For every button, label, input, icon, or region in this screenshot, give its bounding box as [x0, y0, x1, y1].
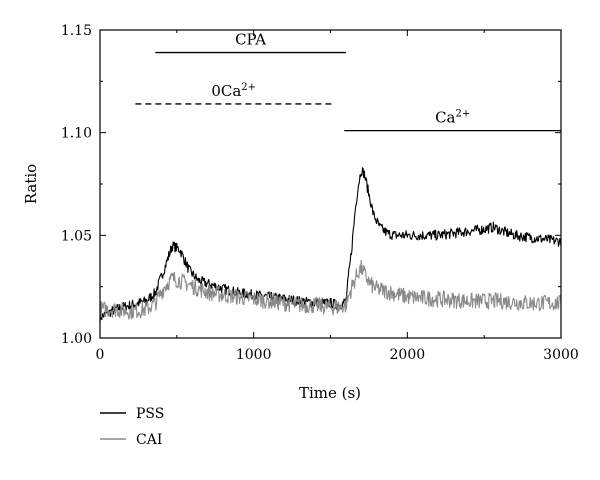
- annotation-label-ca: Ca2+: [435, 109, 470, 127]
- y-tick-label: 1.15: [61, 23, 92, 39]
- legend-label-cai: CAI: [136, 432, 162, 448]
- plot-frame: [99, 29, 562, 339]
- annotation-label-cpa: CPA: [235, 31, 266, 49]
- x-tick-label: 3000: [543, 347, 579, 363]
- series-line-cai: [99, 259, 562, 320]
- legend: PSS CAI: [100, 406, 164, 448]
- axes-layer: [99, 29, 562, 339]
- series-line-pss: [99, 167, 562, 323]
- ticks-layer: 0 1000 2000 3000 1.00 1.05 1.10 1.15: [61, 23, 579, 363]
- x-tick-label: 0: [96, 347, 105, 363]
- y-tick-label: 1.10: [61, 126, 92, 142]
- y-tick-label: 1.05: [61, 228, 92, 244]
- y-tick-label: 1.00: [61, 331, 92, 347]
- x-tick-label: 1000: [236, 347, 272, 363]
- annotation-layer: CPA 0Ca2+ Ca2+: [135, 31, 561, 132]
- series-layer: [99, 167, 562, 323]
- x-axis-title: Time (s): [299, 384, 361, 402]
- annotation-label-zero-ca: 0Ca2+: [211, 82, 256, 100]
- legend-label-pss: PSS: [136, 406, 164, 422]
- y-axis-title: Ratio: [22, 164, 40, 204]
- x-tick-label: 2000: [390, 347, 426, 363]
